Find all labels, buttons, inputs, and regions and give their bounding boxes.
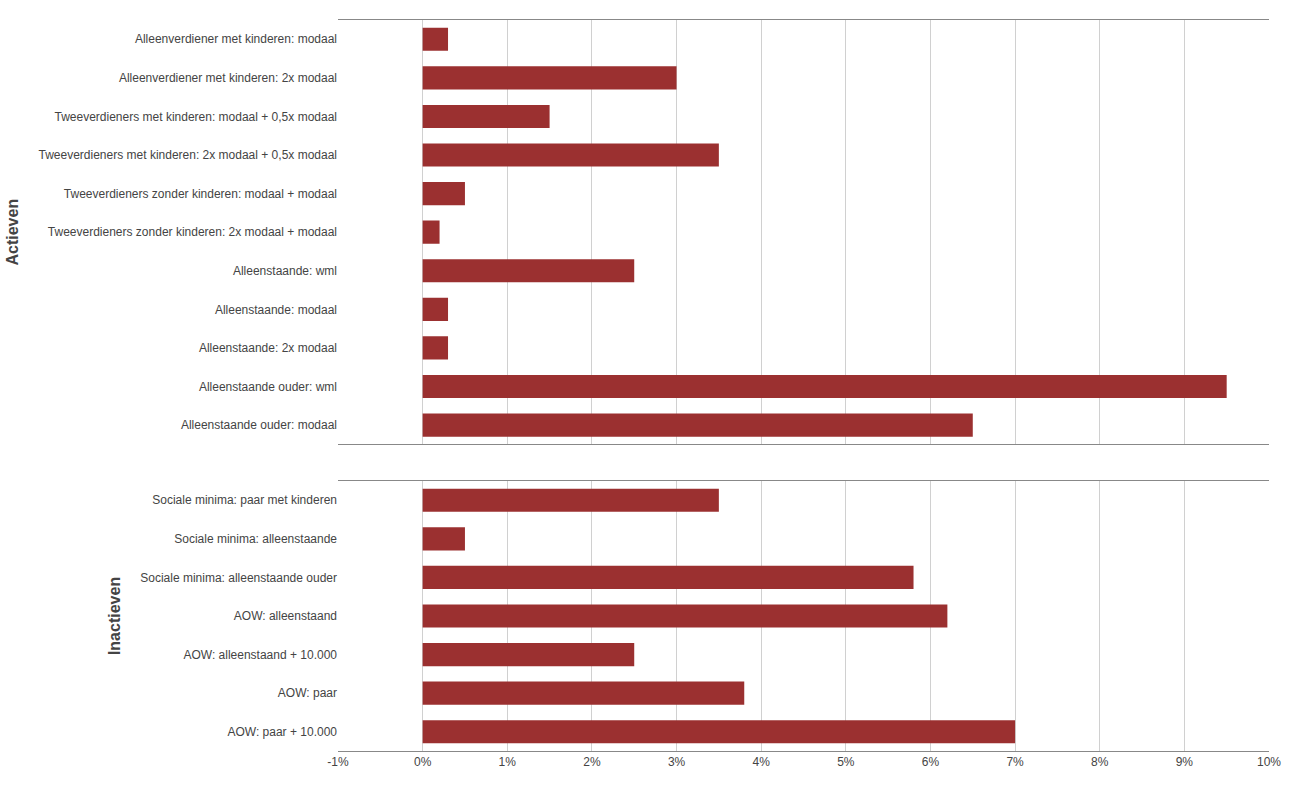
svg-text:Sociale minima: alleenstaande: Sociale minima: alleenstaande ouder [140, 571, 337, 585]
svg-text:Inactieven: Inactieven [106, 577, 123, 655]
svg-text:10%: 10% [1257, 755, 1281, 769]
svg-text:Sociale minima: paar met kinde: Sociale minima: paar met kinderen [152, 493, 337, 507]
svg-text:7%: 7% [1006, 755, 1024, 769]
svg-text:Alleenstaande: modaal: Alleenstaande: modaal [215, 303, 337, 317]
svg-text:1%: 1% [499, 755, 517, 769]
svg-text:Alleenstaande: 2x modaal: Alleenstaande: 2x modaal [199, 341, 337, 355]
svg-text:AOW: paar + 10.000: AOW: paar + 10.000 [227, 725, 337, 739]
svg-text:Tweeverdieners zonder kinderen: Tweeverdieners zonder kinderen: 2x modaa… [48, 225, 337, 239]
svg-text:0%: 0% [414, 755, 432, 769]
svg-text:Tweeverdieners zonder kinderen: Tweeverdieners zonder kinderen: modaal +… [64, 187, 337, 201]
svg-text:AOW: paar: AOW: paar [278, 686, 337, 700]
svg-text:Tweeverdieners met kinderen: m: Tweeverdieners met kinderen: modaal + 0,… [55, 110, 338, 124]
svg-text:4%: 4% [753, 755, 771, 769]
svg-text:Sociale minima: alleenstaande: Sociale minima: alleenstaande [174, 532, 337, 546]
svg-text:6%: 6% [922, 755, 940, 769]
svg-text:Actieven: Actieven [4, 199, 21, 266]
svg-text:3%: 3% [668, 755, 686, 769]
svg-text:-1%: -1% [327, 755, 349, 769]
svg-text:AOW: alleenstaand: AOW: alleenstaand [234, 609, 337, 623]
svg-text:Alleenstaande: wml: Alleenstaande: wml [233, 264, 337, 278]
svg-text:Alleenstaande ouder: wml: Alleenstaande ouder: wml [199, 380, 337, 394]
svg-text:5%: 5% [837, 755, 855, 769]
svg-text:Alleenverdiener met kinderen:: Alleenverdiener met kinderen: 2x modaal [119, 71, 337, 85]
svg-text:9%: 9% [1176, 755, 1194, 769]
svg-text:8%: 8% [1091, 755, 1109, 769]
svg-text:Alleenstaande ouder: modaal: Alleenstaande ouder: modaal [181, 418, 337, 432]
svg-text:Tweeverdieners met kinderen: 2: Tweeverdieners met kinderen: 2x modaal +… [39, 148, 338, 162]
svg-text:2%: 2% [583, 755, 601, 769]
svg-text:Alleenverdiener met kinderen:: Alleenverdiener met kinderen: modaal [135, 32, 337, 46]
svg-text:AOW: alleenstaand + 10.000: AOW: alleenstaand + 10.000 [183, 648, 337, 662]
